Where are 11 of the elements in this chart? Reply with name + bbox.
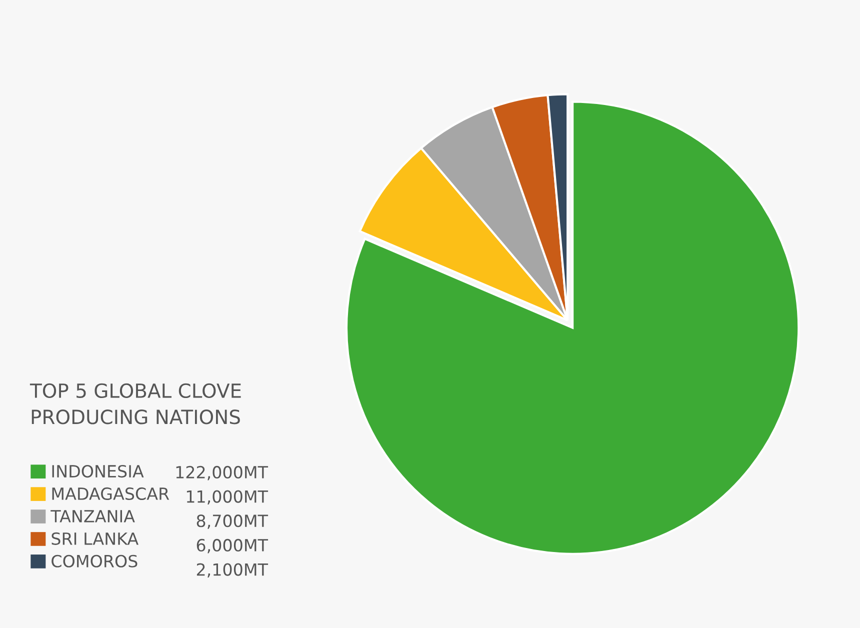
text: TOP 5 GLOBAL CLOVE PRODUCING NATIONS bbox=[30, 383, 241, 424]
legend-label: COMOROS bbox=[52, 554, 138, 568]
data-label: 11,000MT bbox=[186, 490, 268, 505]
legend-label: TANZANIA bbox=[50, 510, 135, 522]
legend-label: INDONESIA bbox=[52, 464, 144, 478]
data-label: 8,700MT bbox=[196, 514, 268, 529]
legend-label: SRI LANKA bbox=[52, 532, 138, 545]
data-label: 6,000MT bbox=[196, 538, 268, 554]
data-label: 2,100MT bbox=[196, 563, 268, 578]
data-label: 122,000MT bbox=[176, 466, 268, 480]
legend-label: MADAGASCAR bbox=[52, 487, 170, 500]
